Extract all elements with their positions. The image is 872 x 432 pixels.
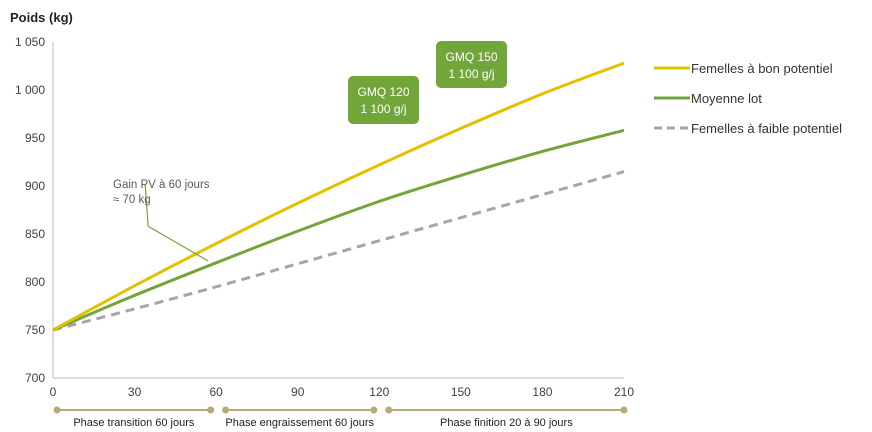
y-tick-label: 950 (25, 131, 45, 145)
gmq120-box: GMQ 120 1 100 g/j (348, 76, 419, 124)
series-line-1 (53, 130, 624, 330)
phase-0: Phase transition 60 jours (54, 407, 215, 430)
legend-label-1: Moyenne lot (691, 91, 762, 106)
phase-bars: Phase transition 60 jours Phase engraisse… (54, 407, 628, 430)
y-tick-label: 700 (25, 371, 45, 385)
phase-1: Phase engraissement 60 jours (222, 407, 377, 430)
legend-label-0: Femelles à bon potentiel (691, 61, 833, 76)
x-tick-label: 210 (614, 385, 634, 399)
y-axis-title: Poids (kg) (10, 10, 73, 25)
gmq120-box-bg (348, 76, 419, 124)
x-tick-label: 120 (369, 385, 389, 399)
phase-end-dot (621, 407, 628, 414)
phase-start-dot (54, 407, 61, 414)
x-tick-label: 30 (128, 385, 142, 399)
y-tick-label: 750 (25, 323, 45, 337)
legend-label-2: Femelles à faible potentiel (691, 121, 842, 136)
gmq120-box-line1: GMQ 120 (357, 85, 409, 99)
y-tick-label: 1 000 (15, 83, 45, 97)
phase-2: Phase finition 20 à 90 jours (385, 407, 627, 430)
phase-end-dot (207, 407, 214, 414)
phase-end-dot (370, 407, 377, 414)
annotation-gain-line1: Gain PV à 60 jours (113, 179, 210, 191)
annotation-gain-line2: ≈ 70 kg (113, 194, 151, 206)
x-axis: 0 30 60 90 120 150 180 210 (50, 378, 635, 399)
x-tick-label: 90 (291, 385, 305, 399)
x-tick-label: 60 (209, 385, 223, 399)
phase-label: Phase transition 60 jours (73, 417, 195, 429)
gmq150-box-line2: 1 100 g/j (448, 67, 494, 81)
gmq120-box-line2: 1 100 g/j (360, 102, 406, 116)
y-tick-label: 1 050 (15, 35, 45, 49)
annotation-leader-line (145, 184, 208, 261)
x-tick-label: 150 (451, 385, 471, 399)
y-tick-label: 800 (25, 275, 45, 289)
gmq150-box: GMQ 150 1 100 g/j (436, 41, 507, 88)
phase-label: Phase finition 20 à 90 jours (440, 417, 573, 429)
phase-label: Phase engraissement 60 jours (225, 417, 374, 429)
gmq150-box-line1: GMQ 150 (445, 50, 497, 64)
y-axis: 700 750 800 850 900 950 1 000 1 050 (15, 35, 53, 385)
x-tick-label: 180 (532, 385, 552, 399)
phase-start-dot (385, 407, 392, 414)
y-tick-label: 900 (25, 179, 45, 193)
x-tick-label: 0 (50, 385, 57, 399)
y-tick-label: 850 (25, 227, 45, 241)
phase-start-dot (222, 407, 229, 414)
legend: Femelles à bon potentiel Moyenne lot Femel… (654, 61, 842, 136)
